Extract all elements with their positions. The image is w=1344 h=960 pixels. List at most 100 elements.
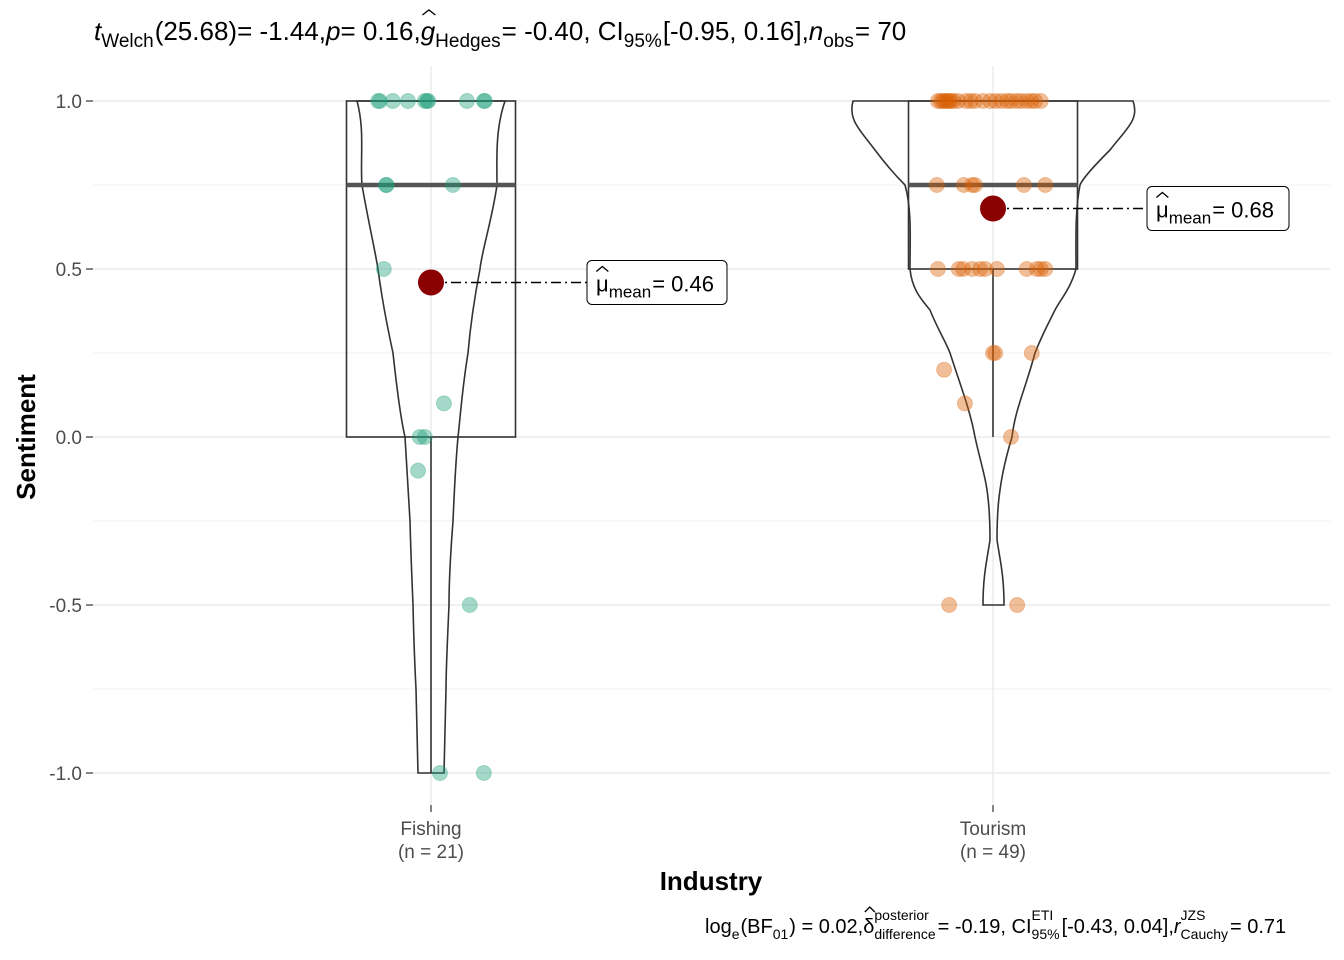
mean-label-box bbox=[586, 259, 728, 305]
x-tick-n-label: (n = 49) bbox=[960, 842, 1026, 863]
x-tick-label: Fishing bbox=[400, 819, 461, 840]
data-point bbox=[1013, 93, 1030, 109]
hat-icon bbox=[1155, 191, 1169, 199]
data-point bbox=[941, 93, 958, 109]
means: μ mean = 0.46μ mean = 0.68 bbox=[418, 186, 1290, 305]
data-point bbox=[1037, 177, 1054, 193]
points bbox=[370, 93, 1054, 781]
mean-label-mu: μ bbox=[1156, 198, 1169, 223]
data-point bbox=[384, 93, 401, 109]
data-point bbox=[1023, 93, 1040, 109]
axes: 1.0 0.5 0.0 -0.5 -1.0 Fishing(n = 21) Tourism(… bbox=[49, 92, 1026, 863]
data-point bbox=[977, 261, 994, 277]
mean-label: μ mean = 0.46 bbox=[586, 259, 728, 305]
x-tick-label: Tourism bbox=[960, 819, 1027, 840]
grid bbox=[93, 66, 1330, 805]
data-point bbox=[1018, 93, 1035, 109]
boxes bbox=[345, 100, 1079, 773]
data-point bbox=[435, 395, 452, 412]
data-point bbox=[1028, 261, 1045, 277]
data-point bbox=[431, 765, 448, 781]
data-point bbox=[419, 93, 436, 109]
data-point bbox=[929, 93, 946, 109]
data-point bbox=[1002, 93, 1019, 109]
data-point bbox=[420, 93, 437, 109]
data-point bbox=[1032, 261, 1049, 277]
data-point bbox=[962, 93, 979, 109]
data-point bbox=[987, 345, 1004, 361]
data-point bbox=[416, 429, 433, 445]
data-point bbox=[1002, 429, 1019, 445]
data-point bbox=[416, 93, 433, 109]
data-point bbox=[476, 93, 493, 109]
x-tick-n-label: (n = 21) bbox=[398, 842, 464, 863]
data-point bbox=[993, 93, 1010, 109]
data-point bbox=[936, 361, 953, 378]
data-point bbox=[1009, 597, 1026, 613]
data-point bbox=[929, 261, 946, 277]
data-point bbox=[370, 93, 387, 109]
box-fishing bbox=[345, 100, 517, 438]
data-point bbox=[950, 93, 967, 109]
data-point bbox=[1023, 345, 1040, 361]
data-point bbox=[999, 93, 1016, 109]
data-point bbox=[942, 93, 959, 109]
data-point bbox=[475, 93, 492, 109]
data-point bbox=[964, 261, 981, 277]
y-tick-label: 0.0 bbox=[56, 428, 82, 449]
data-point bbox=[444, 177, 461, 193]
data-point bbox=[378, 177, 395, 193]
hat-icon bbox=[595, 265, 609, 272]
data-point bbox=[967, 177, 984, 193]
data-point bbox=[938, 93, 955, 109]
y-tick-label: 0.5 bbox=[56, 260, 82, 281]
data-point bbox=[950, 261, 967, 277]
data-point bbox=[934, 93, 951, 109]
y-tick-label: -0.5 bbox=[49, 596, 82, 617]
mean-label-box bbox=[1146, 186, 1290, 232]
data-point bbox=[958, 93, 975, 109]
data-point bbox=[1027, 93, 1044, 109]
violin-fishing bbox=[355, 100, 507, 774]
data-point bbox=[956, 395, 973, 412]
data-point bbox=[982, 93, 999, 109]
data-point bbox=[955, 177, 972, 193]
data-point bbox=[1008, 93, 1025, 109]
mean-point bbox=[418, 269, 444, 296]
data-point bbox=[458, 93, 475, 109]
data-point bbox=[378, 177, 395, 193]
data-point bbox=[1037, 261, 1054, 277]
mean-label-value: = 0.46 bbox=[652, 271, 714, 296]
data-point bbox=[964, 177, 981, 193]
data-point bbox=[411, 429, 428, 445]
data-point bbox=[375, 261, 392, 277]
mean-label-value: = 0.68 bbox=[1212, 198, 1274, 223]
mean-label: μ mean = 0.68 bbox=[1146, 186, 1290, 232]
data-point bbox=[985, 345, 1001, 361]
mean-label-mu: μ bbox=[596, 271, 609, 296]
data-point bbox=[399, 93, 416, 109]
data-point bbox=[937, 93, 954, 109]
data-point bbox=[475, 765, 492, 781]
data-point bbox=[941, 597, 958, 613]
data-point bbox=[955, 261, 972, 277]
data-point bbox=[967, 93, 984, 109]
mean-point bbox=[980, 195, 1006, 222]
y-tick-label: -1.0 bbox=[49, 764, 82, 785]
data-point bbox=[928, 177, 945, 193]
data-point bbox=[410, 462, 427, 479]
mean-label-sub: mean bbox=[609, 282, 652, 301]
data-point bbox=[988, 261, 1005, 277]
data-point bbox=[987, 93, 1004, 109]
data-point bbox=[932, 93, 949, 109]
mean-label-sub: mean bbox=[1169, 209, 1212, 228]
data-point bbox=[945, 93, 962, 109]
data-point bbox=[371, 93, 388, 109]
data-point bbox=[461, 597, 478, 613]
data-point bbox=[974, 93, 991, 109]
y-tick-label: 1.0 bbox=[56, 92, 82, 113]
data-point bbox=[1018, 261, 1035, 277]
data-point bbox=[972, 261, 989, 277]
data-point bbox=[1015, 177, 1032, 193]
